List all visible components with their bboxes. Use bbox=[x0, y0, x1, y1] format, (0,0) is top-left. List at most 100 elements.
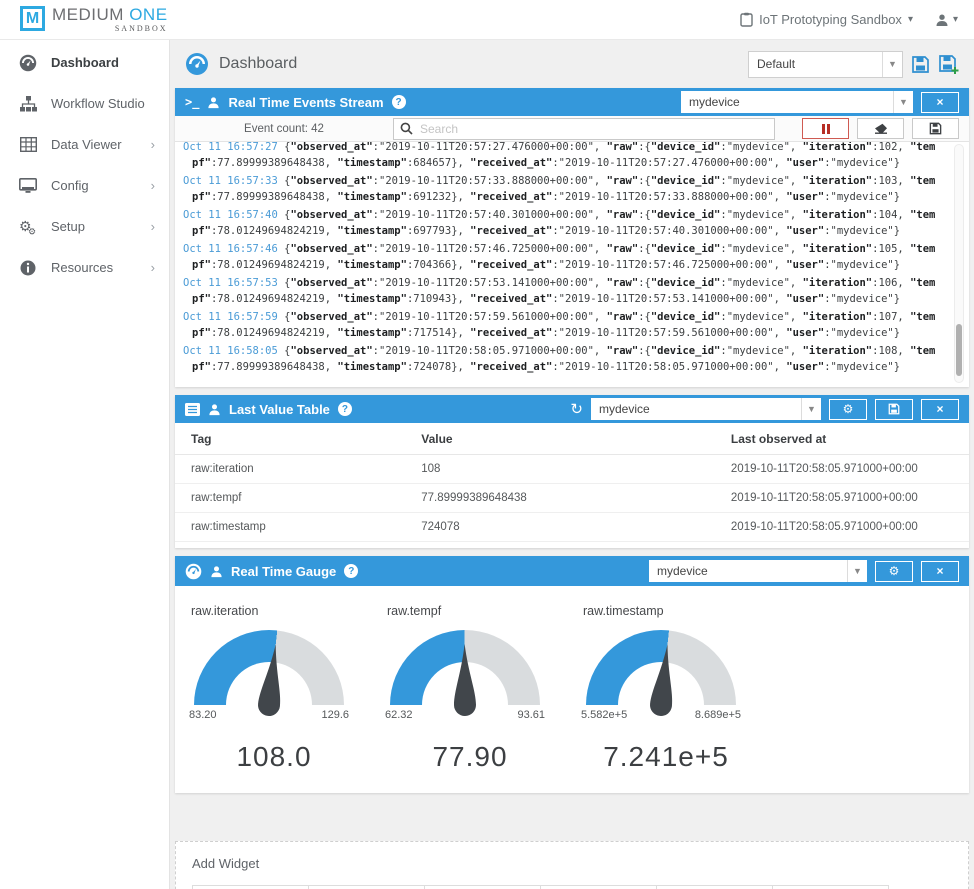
event-entry: Oct 11 16:57:53 {"observed_at":"2019-10-… bbox=[183, 275, 939, 307]
refresh-icon[interactable]: ↻ bbox=[570, 401, 583, 418]
save-icon bbox=[888, 403, 900, 415]
user-menu[interactable]: ▾ bbox=[935, 13, 958, 27]
terminal-icon: >_ bbox=[185, 95, 200, 109]
sidebar-item-workflow-studio[interactable]: Workflow Studio bbox=[0, 83, 169, 124]
gauge: raw.timestamp 5.582e+5 8.689e+5 7.241e+5 bbox=[581, 604, 777, 773]
list-icon bbox=[185, 402, 200, 416]
event-json: {"observed_at":"2019-10-11T20:57:40.3010… bbox=[192, 209, 936, 237]
column-header: Tag bbox=[175, 423, 406, 455]
device-selected-value: mydevice bbox=[689, 95, 740, 109]
widget-title: Last Value Table bbox=[229, 401, 330, 417]
event-json: {"observed_at":"2019-10-11T20:57:33.8880… bbox=[192, 175, 936, 203]
workspace-selector[interactable]: IoT Prototyping Sandbox ▾ bbox=[740, 12, 913, 27]
help-icon[interactable]: ? bbox=[391, 95, 406, 109]
scrollbar-thumb[interactable] bbox=[956, 324, 962, 376]
export-events-button[interactable] bbox=[912, 118, 959, 139]
top-bar: M MEDIUM ONE SANDBOX IoT Prototyping San… bbox=[0, 0, 974, 40]
close-widget-button[interactable]: × bbox=[921, 560, 959, 582]
save-icon bbox=[929, 122, 942, 135]
add-widget-option[interactable]: Grouped Users Bar Chart bbox=[424, 885, 541, 889]
event-entry: Oct 11 16:58:05 {"observed_at":"2019-10-… bbox=[183, 343, 939, 375]
close-widget-button[interactable]: × bbox=[921, 91, 959, 113]
sidebar-item-label: Dashboard bbox=[51, 55, 119, 70]
sidebar-item-resources[interactable]: Resources › bbox=[0, 247, 169, 288]
event-json: {"observed_at":"2019-10-11T20:57:27.4760… bbox=[192, 142, 936, 169]
add-widget-option[interactable]: Grouped Users Line Chart bbox=[192, 885, 309, 889]
table-cell: raw:tempf bbox=[175, 483, 406, 513]
widget-settings-button[interactable]: ⚙ bbox=[875, 560, 913, 582]
help-icon[interactable]: ? bbox=[337, 402, 352, 416]
gauge: raw.iteration 83.20 129.6 108.0 bbox=[189, 604, 385, 773]
logo-m-icon: M bbox=[20, 6, 45, 31]
table-cell: raw:iteration bbox=[175, 454, 406, 484]
table-cell: 108 bbox=[405, 454, 715, 484]
event-timestamp: Oct 11 16:58:05 bbox=[183, 345, 278, 357]
gauge-needle-icon bbox=[650, 644, 673, 716]
event-entry: Oct 11 16:57:46 {"observed_at":"2019-10-… bbox=[183, 241, 939, 273]
gauge-min: 5.582e+5 bbox=[581, 709, 628, 721]
sidebar-item-label: Config bbox=[51, 178, 89, 193]
table-row: raw:tempf 77.89999389648438 2019-10-11T20:… bbox=[175, 483, 969, 513]
sitemap-icon bbox=[18, 95, 38, 112]
sidebar-item-label: Workflow Studio bbox=[51, 96, 145, 111]
gauge-min: 83.20 bbox=[189, 709, 217, 721]
event-entry: Oct 11 16:57:40 {"observed_at":"2019-10-… bbox=[183, 207, 939, 239]
gauge-value: 7.241e+5 bbox=[603, 741, 729, 772]
event-json: {"observed_at":"2019-10-11T20:57:53.1410… bbox=[192, 277, 936, 305]
workspace-name: IoT Prototyping Sandbox bbox=[759, 12, 902, 27]
pause-stream-button[interactable] bbox=[802, 118, 849, 139]
close-widget-button[interactable]: × bbox=[921, 398, 959, 420]
table-cell: 2019-10-11T20:58:05.971000+00:00 bbox=[714, 483, 969, 513]
save-as-new-dashboard-icon[interactable] bbox=[938, 54, 959, 75]
dashboard-preset-select[interactable]: Default ▼ bbox=[748, 50, 903, 78]
widget-settings-button[interactable]: ⚙ bbox=[829, 398, 867, 420]
clear-events-button[interactable] bbox=[857, 118, 904, 139]
add-widget-option[interactable]: Grouped Users Pie Chart bbox=[308, 885, 425, 889]
user-icon bbox=[210, 565, 223, 578]
gauge-value: 108.0 bbox=[236, 741, 312, 772]
sidebar-item-data-viewer[interactable]: Data Viewer › bbox=[0, 124, 169, 165]
chevron-right-icon: › bbox=[150, 260, 155, 275]
gauge-icon bbox=[185, 52, 209, 76]
help-icon[interactable]: ? bbox=[344, 564, 359, 578]
event-timestamp: Oct 11 16:57:40 bbox=[183, 209, 278, 221]
widget-save-button[interactable] bbox=[875, 398, 913, 420]
svg-text:⚙: ⚙ bbox=[28, 227, 36, 236]
event-json: {"observed_at":"2019-10-11T20:57:59.5610… bbox=[192, 311, 936, 339]
add-widget-option[interactable]: Single User Cross Filter Chart bbox=[772, 885, 889, 889]
gauge-icon bbox=[185, 563, 202, 580]
table-cell: raw:timestamp bbox=[175, 512, 406, 542]
save-dashboard-icon[interactable] bbox=[911, 55, 930, 74]
events-device-select[interactable]: mydevice ▼ bbox=[681, 91, 913, 113]
logo-name-primary: MEDIUM bbox=[52, 5, 124, 24]
table-cell: 724078 bbox=[405, 512, 715, 542]
medium-one-logo: M MEDIUM ONE SANDBOX bbox=[20, 6, 168, 33]
sidebar-item-setup[interactable]: ⚙ ⚙ Setup › bbox=[0, 206, 169, 247]
table-device-select[interactable]: mydevice ▼ bbox=[591, 398, 821, 420]
add-widget-option[interactable]: Grouped Users GeoPoint Chart bbox=[540, 885, 657, 889]
table-row: raw:iteration 108 2019-10-11T20:58:05.9710… bbox=[175, 454, 969, 484]
events-log[interactable]: Oct 11 16:57:27 {"observed_at":"2019-10-… bbox=[175, 142, 969, 387]
sidebar-item-config[interactable]: Config › bbox=[0, 165, 169, 206]
main-content: Dashboard Default ▼ >_ bbox=[170, 40, 974, 889]
table-cell: 77.89999389648438 bbox=[405, 483, 715, 513]
widget-title: Real Time Gauge bbox=[231, 563, 337, 579]
gauge-label: raw.iteration bbox=[191, 604, 259, 618]
device-selected-value: mydevice bbox=[599, 402, 650, 416]
table-icon bbox=[18, 137, 38, 152]
add-widget-panel: Add Widget Grouped Users Line Chart Grou… bbox=[175, 841, 969, 889]
column-header: Value bbox=[405, 423, 715, 455]
events-scrollbar[interactable] bbox=[954, 144, 964, 383]
clipboard-icon bbox=[740, 12, 753, 27]
event-timestamp: Oct 11 16:57:46 bbox=[183, 243, 278, 255]
gauge-max: 93.61 bbox=[517, 709, 545, 721]
event-entry: Oct 11 16:57:27 {"observed_at":"2019-10-… bbox=[183, 142, 939, 171]
table-cell: 2019-10-11T20:58:05.971000+00:00 bbox=[714, 512, 969, 542]
add-widget-option[interactable]: Single User Line Chart bbox=[656, 885, 773, 889]
gauge-min: 62.32 bbox=[385, 709, 413, 721]
gauge-device-select[interactable]: mydevice ▼ bbox=[649, 560, 867, 582]
sidebar-item-dashboard[interactable]: Dashboard bbox=[0, 42, 169, 83]
add-widget-title: Add Widget bbox=[192, 856, 260, 871]
preset-selected-value: Default bbox=[757, 57, 796, 71]
events-search-input[interactable] bbox=[393, 117, 775, 140]
